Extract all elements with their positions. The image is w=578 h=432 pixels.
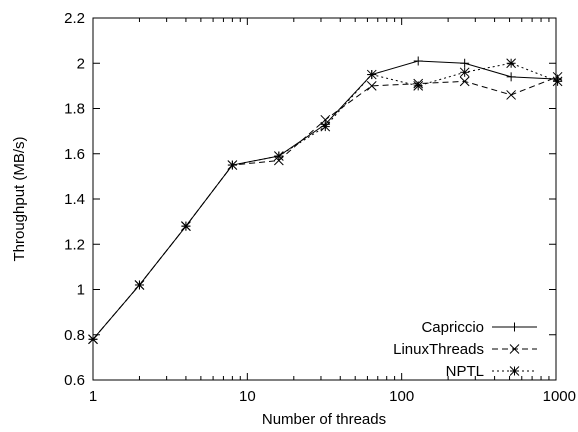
series-line-2 (92, 62, 558, 340)
axis-ticks: 0.6 0.8 1 1.2 1.4 1.6 1.8 2 2.2 1 10 100 1000 (64, 10, 576, 405)
data-point (181, 221, 191, 232)
data-point (273, 155, 284, 166)
data-point (320, 121, 331, 132)
legend-marker (509, 344, 520, 354)
y-tick-label: 1.2 (64, 236, 85, 253)
y-tick-label: 1.8 (64, 101, 85, 118)
legend-label: LinuxThreads (393, 341, 484, 358)
y-tick-label: 0.8 (64, 327, 85, 344)
data-point (413, 81, 424, 91)
data-point (88, 334, 98, 345)
data-point (552, 76, 563, 87)
data-point (413, 56, 423, 66)
y-tick-label: 2 (77, 55, 85, 72)
legend-label: NPTL (446, 363, 484, 380)
x-tick-label: 1000 (543, 388, 576, 405)
data-point (134, 280, 145, 290)
data-point (459, 76, 470, 87)
data-point (227, 160, 238, 170)
data-point (366, 69, 377, 80)
y-tick-label: 1 (77, 282, 85, 299)
y-tick-label: 1.6 (64, 146, 85, 163)
data-point (506, 90, 516, 100)
legend: Capriccio LinuxThreads NPTL (393, 319, 537, 380)
data-point (366, 81, 377, 91)
data-point (506, 58, 516, 69)
x-axis-label: Number of threads (262, 411, 386, 428)
x-tick-label: 100 (389, 388, 414, 405)
x-tick-label: 1 (89, 388, 97, 405)
series-line-1 (92, 76, 558, 340)
legend-label: Capriccio (421, 319, 484, 336)
series-line-0 (92, 60, 558, 340)
x-tick-label: 10 (239, 388, 256, 405)
legend-marker (509, 366, 520, 376)
y-tick-label: 0.6 (64, 372, 85, 389)
y-axis-label: Throughput (MB/s) (11, 136, 28, 261)
legend-marker (510, 322, 519, 332)
data-point (459, 67, 470, 78)
data-point (273, 151, 284, 161)
data-point (506, 72, 516, 82)
plot-frame (92, 17, 557, 381)
y-tick-label: 1.4 (64, 191, 85, 208)
series-layer (88, 56, 563, 345)
data-point (460, 58, 470, 68)
y-tick-label: 2.2 (64, 10, 85, 27)
